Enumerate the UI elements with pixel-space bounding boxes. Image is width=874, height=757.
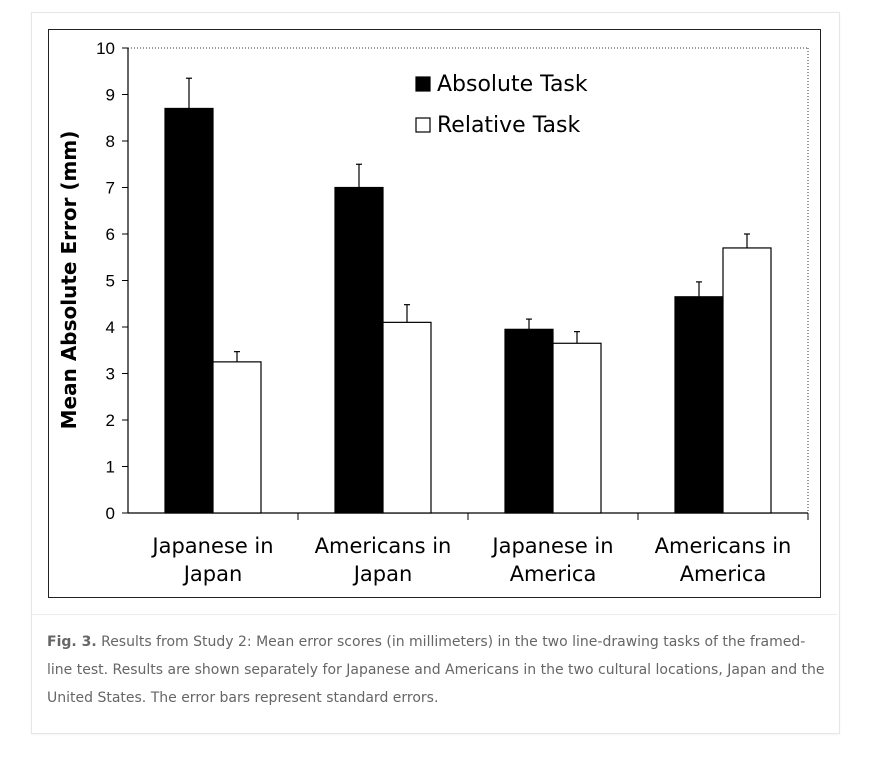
y-tick-label: 10 (96, 39, 115, 58)
legend-label-relative: Relative Task (437, 113, 580, 138)
x-category-label: Americans in (315, 534, 452, 558)
y-tick-label: 7 (106, 179, 115, 198)
y-tick-label: 4 (106, 318, 115, 337)
y-tick-label: 6 (106, 225, 115, 244)
bar-chart: 0 1 2 3 4 5 6 7 8 9 10 Mean Absolute Error (mm) Japa… (57, 39, 809, 586)
bar-relative-4 (722, 247, 772, 514)
x-category-label: Americans in (655, 534, 792, 558)
bar-relative-1 (212, 361, 262, 514)
bar-absolute-3 (504, 328, 554, 514)
x-category-label: Japan (352, 562, 413, 586)
caption-text: Results from Study 2: Mean error scores … (47, 634, 825, 706)
bar-absolute-2 (334, 186, 384, 514)
x-category-label: Japanese in (150, 534, 273, 558)
x-category-label: Japan (182, 562, 243, 586)
y-tick-label: 2 (106, 411, 115, 430)
y-tick-label: 8 (106, 132, 115, 151)
x-category-label: Japanese in (490, 534, 613, 558)
y-tick-label: 3 (106, 365, 115, 384)
chart-frame: 0 1 2 3 4 5 6 7 8 9 10 Mean Absolute Error (mm) Japa… (48, 29, 821, 598)
figure-caption: Fig. 3. Results from Study 2: Mean error… (47, 628, 827, 712)
legend-label-absolute: Absolute Task (437, 72, 588, 97)
bar-relative-2 (382, 321, 432, 514)
legend-swatch-absolute (415, 76, 431, 92)
y-tick-label: 9 (106, 86, 115, 105)
caption-divider (32, 614, 837, 615)
y-axis-label: Mean Absolute Error (mm) (57, 131, 81, 430)
bar-absolute-4 (674, 296, 724, 514)
legend-swatch-relative (415, 117, 431, 133)
x-category-label: America (510, 562, 597, 586)
x-category-label: America (680, 562, 767, 586)
figure-label: Fig. 3. (47, 634, 97, 650)
bar-relative-3 (552, 342, 602, 514)
y-tick-label: 5 (106, 272, 115, 291)
y-tick-label: 1 (106, 458, 115, 477)
bar-absolute-1 (164, 107, 214, 514)
y-tick-label: 0 (106, 504, 115, 523)
